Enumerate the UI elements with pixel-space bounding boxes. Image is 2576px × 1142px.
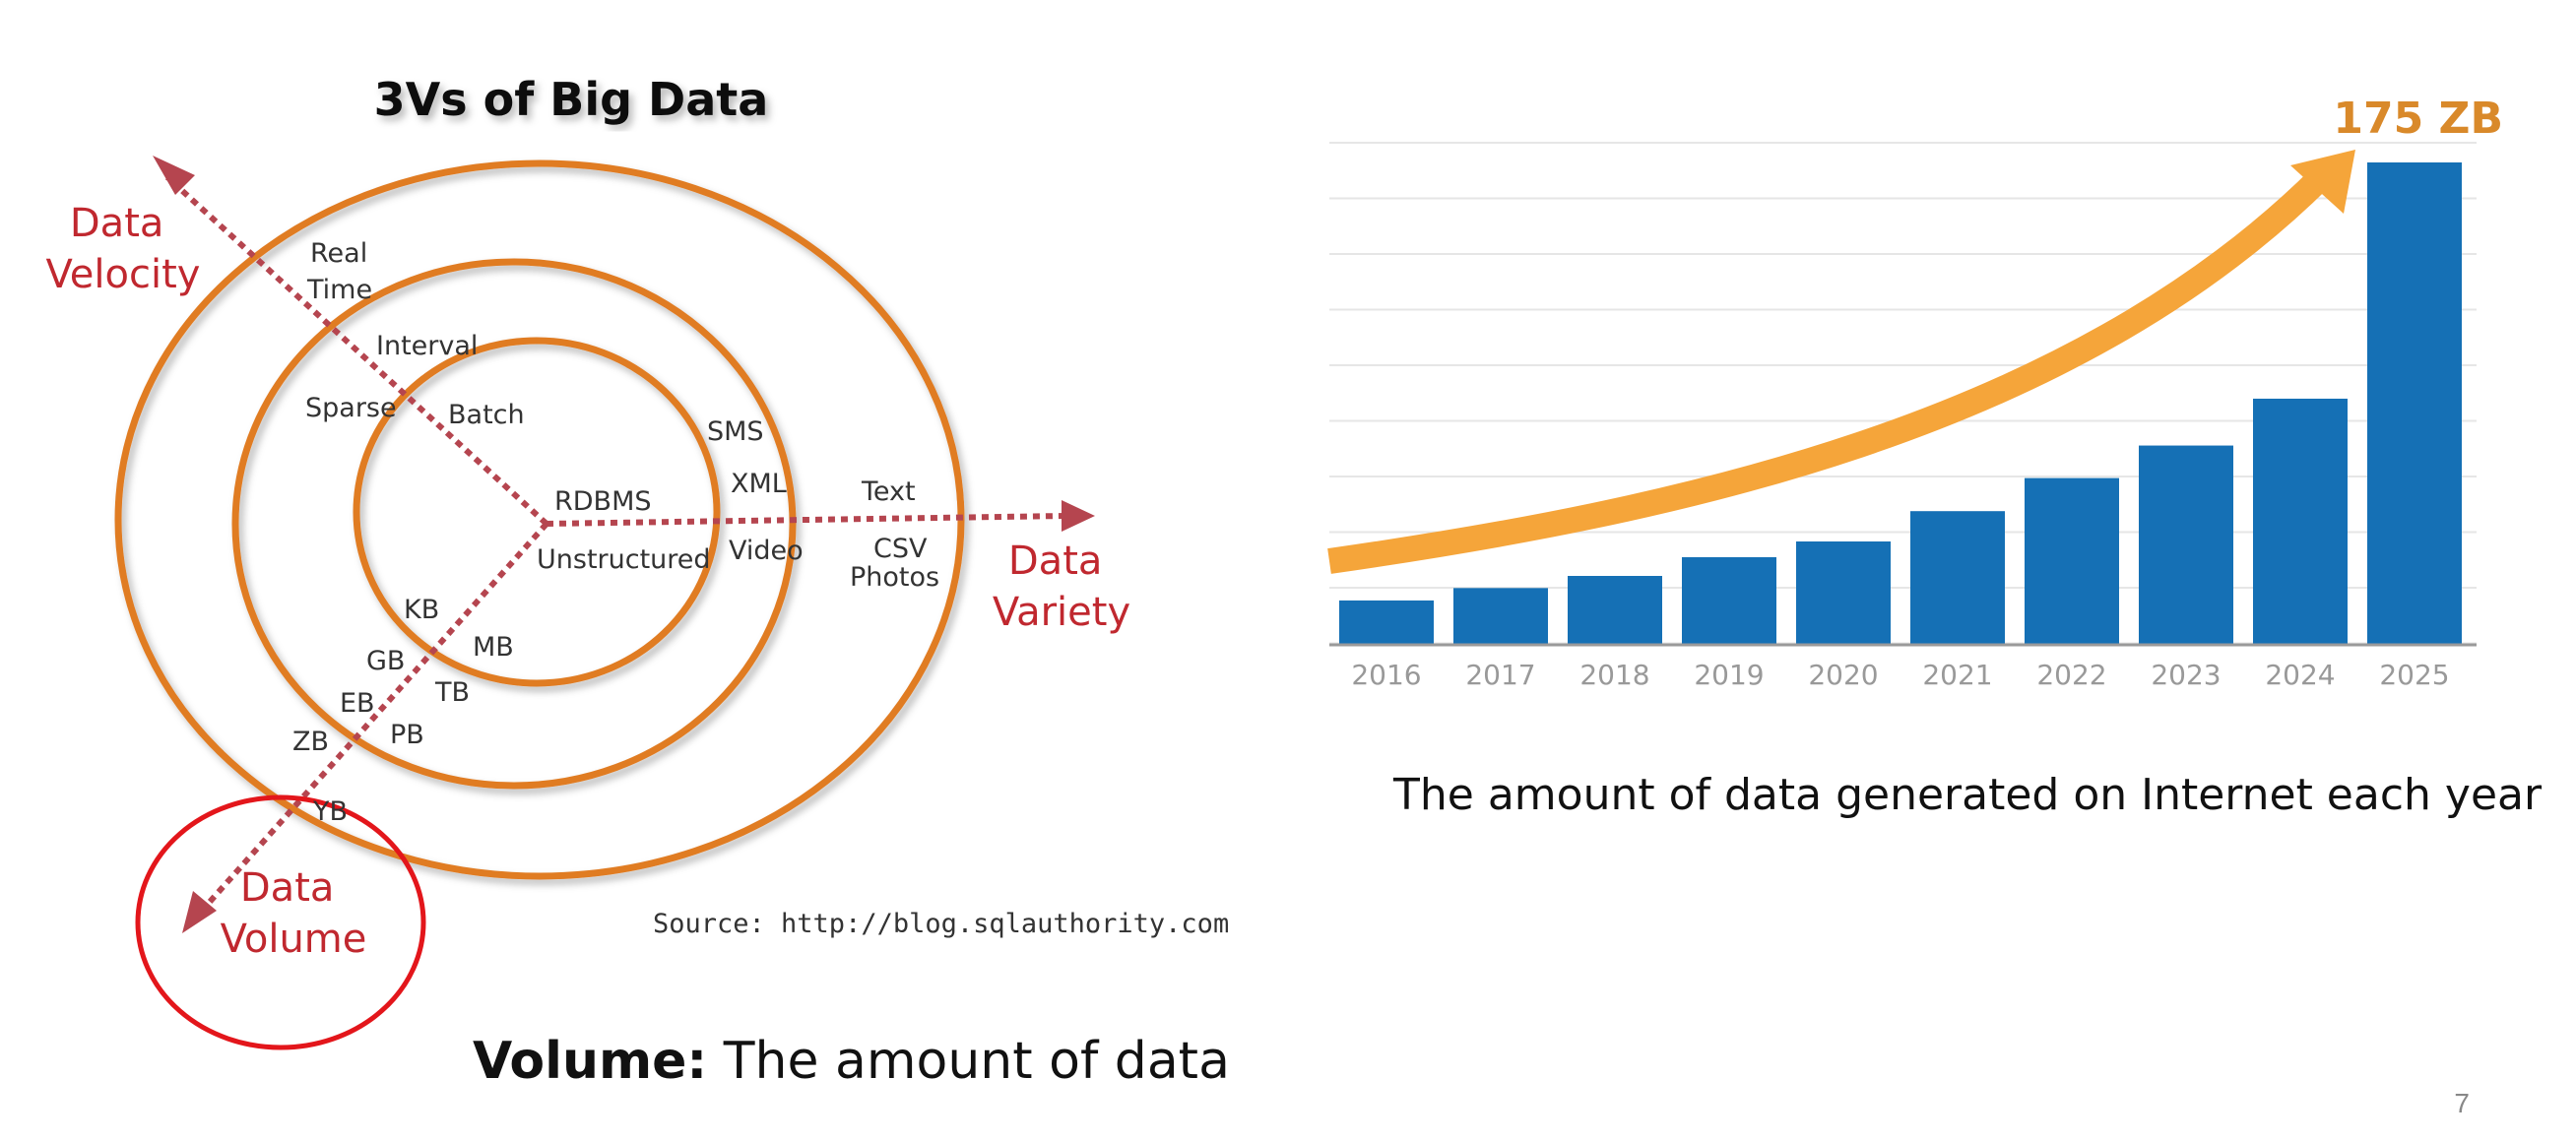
- page-number: 7: [2454, 1088, 2470, 1118]
- label-unstructured: Unstructured: [537, 544, 711, 575]
- x-tick-2021: 2021: [1922, 659, 1992, 691]
- volume-caption: Volume: The amount of data: [473, 1032, 1230, 1091]
- bar-2023: [2139, 445, 2233, 645]
- bar-2021: [1910, 511, 2005, 645]
- label-video: Video: [729, 536, 804, 566]
- chart-x-ticks: 2016 2017 2018 2019 2020 2021 2022 2023 2024 2025: [1351, 659, 2449, 691]
- label-csv: CSV: [873, 534, 928, 564]
- label-mb: MB: [473, 632, 514, 663]
- volume-axis-arrow: [182, 522, 549, 933]
- x-tick-2022: 2022: [2036, 659, 2106, 691]
- volume-highlight-circle: [135, 794, 426, 1050]
- trend-arrow-head: [2290, 150, 2355, 214]
- diagram-title: 3Vs of Big Data: [374, 73, 769, 126]
- x-tick-2017: 2017: [1465, 659, 1535, 691]
- label-kb: KB: [404, 595, 439, 625]
- bar-2018: [1568, 576, 1662, 645]
- bar-2016: [1339, 600, 1434, 645]
- bar-2020: [1796, 541, 1891, 645]
- label-rdbms: RDBMS: [554, 486, 652, 517]
- x-tick-2018: 2018: [1579, 659, 1649, 691]
- bar-2022: [2025, 477, 2119, 645]
- bar-2025: [2367, 162, 2462, 645]
- label-sparse: Sparse: [305, 393, 397, 423]
- bar-2017: [1453, 588, 1548, 645]
- x-tick-2023: 2023: [2151, 659, 2221, 691]
- label-gb: GB: [366, 646, 405, 676]
- label-interval: Interval: [376, 331, 478, 361]
- data-growth-chart: 2016 2017 2018 2019 2020 2021 2022 2023 2024 2025…: [1327, 94, 2503, 691]
- bar-2024: [2253, 398, 2348, 645]
- volume-caption-bold: Volume:: [473, 1032, 708, 1091]
- chart-caption: The amount of data generated on Internet…: [1393, 770, 2543, 820]
- volume-caption-text: The amount of data: [707, 1032, 1230, 1091]
- label-xml: XML: [731, 469, 787, 499]
- volume-label: Data Volume: [221, 865, 367, 962]
- label-yb: YB: [312, 796, 348, 827]
- trend-arrow: [1327, 167, 2331, 574]
- x-tick-2020: 2020: [1808, 659, 1878, 691]
- velocity-label: Data Velocity: [46, 201, 201, 297]
- label-text: Text: [861, 476, 916, 507]
- label-zb: ZB: [292, 727, 329, 757]
- label-tb: TB: [434, 677, 470, 708]
- label-pb: PB: [390, 720, 424, 750]
- variety-axis-arrow: [546, 500, 1095, 532]
- inner-ring: [353, 337, 721, 687]
- label-sms: SMS: [707, 416, 764, 447]
- label-real-time: Real Time: [306, 238, 376, 305]
- chart-annotation: 175 ZB: [2333, 94, 2503, 144]
- variety-label: Data Variety: [993, 539, 1130, 635]
- velocity-axis-arrow: [153, 156, 549, 527]
- label-batch: Batch: [448, 400, 525, 430]
- middle-ring: [231, 258, 797, 790]
- label-photos: Photos: [850, 562, 939, 593]
- chart-bars: [1339, 162, 2462, 645]
- x-tick-2019: 2019: [1694, 659, 1764, 691]
- bar-2019: [1682, 556, 1776, 645]
- x-tick-2024: 2024: [2265, 659, 2335, 691]
- x-tick-2016: 2016: [1351, 659, 1421, 691]
- label-eb: EB: [340, 688, 375, 719]
- source-note: Source: http://blog.sqlauthority.com: [653, 909, 1229, 939]
- x-tick-2025: 2025: [2379, 659, 2449, 691]
- 3vs-diagram: 3Vs of Big Data Data Velocity Data Varie…: [46, 73, 1229, 1050]
